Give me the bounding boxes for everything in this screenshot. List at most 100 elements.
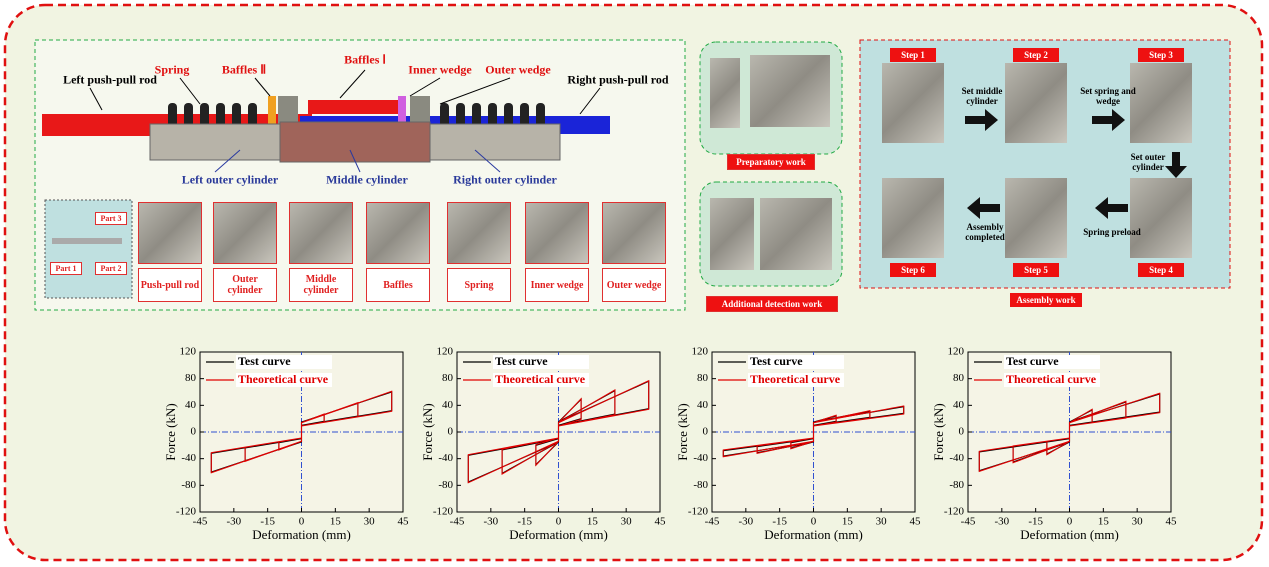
- y-tick-label: 0: [191, 426, 197, 438]
- y-tick-label: -40: [438, 452, 453, 464]
- y-tick-label: 80: [185, 372, 197, 384]
- wedge: [410, 96, 430, 126]
- x-tick-label: -45: [450, 516, 465, 528]
- y-tick-label: 40: [442, 399, 454, 411]
- panel-label: Preparatory work: [727, 154, 815, 170]
- x-tick-label: 15: [842, 516, 854, 528]
- structure-label: Middle cylinder: [326, 172, 408, 187]
- component-photo: [289, 202, 353, 264]
- step-label: Step 5: [1013, 263, 1059, 277]
- x-tick-label: -30: [226, 516, 241, 528]
- legend-label: Theoretical curve: [750, 372, 841, 386]
- step-label: Step 6: [890, 263, 936, 277]
- y-tick-label: -120: [176, 506, 197, 518]
- x-tick-label: -45: [961, 516, 976, 528]
- y-tick-label: 40: [185, 399, 197, 411]
- component-label: Middle cylinder: [289, 268, 353, 302]
- x-tick-label: 15: [587, 516, 599, 528]
- structure-label: Outer wedge: [485, 62, 551, 77]
- legend-bg: [493, 373, 589, 387]
- y-tick-label: -120: [688, 506, 709, 518]
- step-photo: [1005, 63, 1067, 143]
- legend-bg: [236, 373, 332, 387]
- step-photo: [882, 178, 944, 258]
- part-label: Part 2: [95, 262, 127, 275]
- x-axis-label: Deformation (mm): [509, 527, 608, 542]
- component-photo: [447, 202, 511, 264]
- x-tick-label: 30: [364, 516, 376, 528]
- x-tick-label: 45: [910, 516, 922, 528]
- component-label: Outer cylinder: [213, 268, 277, 302]
- y-tick-label: -40: [693, 452, 708, 464]
- detection-photo: [760, 198, 832, 270]
- step-label: Step 3: [1138, 48, 1184, 62]
- y-tick-label: 80: [953, 372, 965, 384]
- legend-label: Theoretical curve: [1006, 372, 1097, 386]
- component-photo: [602, 202, 666, 264]
- step-arrows: [965, 109, 1187, 219]
- structure-label: Spring: [154, 62, 190, 77]
- legend-bg: [236, 355, 332, 369]
- step-label: Step 1: [890, 48, 936, 62]
- y-tick-label: 80: [697, 372, 709, 384]
- y-tick-label: 80: [442, 372, 454, 384]
- rod-photo: [52, 238, 122, 244]
- step-photo: [1130, 178, 1192, 258]
- x-tick-label: -30: [994, 516, 1009, 528]
- y-tick-label: -80: [181, 479, 196, 491]
- legend-bg: [748, 373, 844, 387]
- legend-label: Test curve: [750, 354, 803, 368]
- x-tick-label: 0: [811, 516, 817, 528]
- legend-label: Theoretical curve: [495, 372, 586, 386]
- legend-label: Test curve: [495, 354, 548, 368]
- step-action: Set spring and wedge: [1080, 86, 1136, 106]
- y-axis-label: Force (kN): [931, 403, 946, 460]
- curve: [210, 390, 393, 474]
- baffle: [268, 96, 276, 124]
- x-tick-label: 0: [299, 516, 305, 528]
- curve: [467, 379, 650, 484]
- x-tick-label: 30: [621, 516, 633, 528]
- legend-bg: [493, 355, 589, 369]
- x-tick-label: 15: [330, 516, 342, 528]
- preparatory-photo: [710, 58, 740, 128]
- section-title: Assembly work: [1010, 293, 1082, 307]
- cylinder-leaders: [214, 149, 501, 173]
- component-label: Outer wedge: [602, 268, 666, 302]
- legend-bg: [1004, 373, 1100, 387]
- component-photo: [213, 202, 277, 264]
- part-label: Part 1: [50, 262, 82, 275]
- y-tick-label: 120: [437, 346, 454, 358]
- y-axis-label: Force (kN): [675, 403, 690, 460]
- x-tick-label: -15: [1028, 516, 1043, 528]
- curve: [722, 405, 905, 458]
- x-tick-label: -15: [517, 516, 532, 528]
- part-label: Part 3: [95, 212, 127, 225]
- panel-label: Additional detection work: [706, 296, 838, 312]
- structure-label: Left push-pull rod: [63, 72, 157, 87]
- structure-label: Right outer cylinder: [453, 172, 557, 187]
- structure-panel: [34, 39, 686, 311]
- y-tick-label: -80: [949, 479, 964, 491]
- step-photo: [1130, 63, 1192, 143]
- curve: [978, 392, 1161, 473]
- component-photo: [366, 202, 430, 264]
- component-label: Inner wedge: [525, 268, 589, 302]
- y-axis-label: Force (kN): [420, 403, 435, 460]
- legend-label: Theoretical curve: [238, 372, 329, 386]
- legend-bg: [748, 355, 844, 369]
- step-action: Assembly completed: [965, 222, 1005, 242]
- step-photo: [882, 63, 944, 143]
- x-tick-label: -15: [772, 516, 787, 528]
- y-tick-label: -120: [944, 506, 965, 518]
- structure-label: Inner wedge: [408, 62, 472, 77]
- y-tick-label: -120: [433, 506, 454, 518]
- y-tick-label: 120: [692, 346, 709, 358]
- wedge: [278, 96, 298, 126]
- structure-label: Right push-pull rod: [567, 72, 669, 87]
- y-tick-label: 120: [948, 346, 965, 358]
- x-tick-label: 45: [1166, 516, 1178, 528]
- component-label: Spring: [447, 268, 511, 302]
- component-photo: [525, 202, 589, 264]
